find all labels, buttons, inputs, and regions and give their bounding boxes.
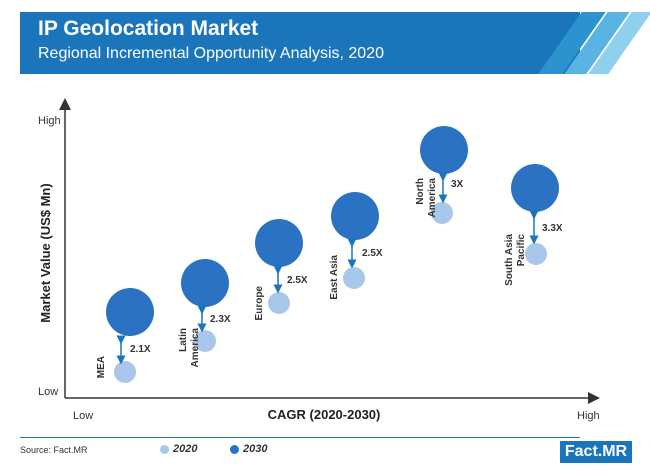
bubble-2030-mea bbox=[106, 288, 154, 336]
multiplier-label-south-asia-pacific: 3.3X bbox=[542, 223, 563, 234]
legend-swatch-2030 bbox=[230, 444, 239, 454]
source-note: Source: Fact.MR bbox=[20, 445, 88, 455]
bubble-2030-europe bbox=[255, 219, 303, 267]
x-tick-label-low: Low bbox=[73, 410, 93, 422]
legend-label-2030: 2030 bbox=[243, 443, 268, 455]
chart-subtitle: Regional Incremental Opportunity Analysi… bbox=[38, 45, 384, 62]
factmr-logo: Fact.MR bbox=[560, 441, 632, 463]
y-tick-label-high: High bbox=[38, 115, 61, 127]
y-axis-label: Market Value (US$ Mn) bbox=[38, 183, 53, 322]
bubble-2030-east-asia bbox=[331, 192, 379, 240]
chart-title: IP Geolocation Market bbox=[38, 17, 259, 40]
legend-item-2030: 2030 bbox=[230, 443, 267, 455]
bubble-2030-north-america bbox=[420, 126, 468, 174]
bubble-2030-south-asia-pacific bbox=[511, 164, 559, 212]
multiplier-label-north-america: 3X bbox=[451, 179, 464, 190]
x-axis-arrowhead bbox=[588, 392, 600, 404]
title-banner bbox=[20, 12, 580, 74]
bubble-2020-north-america bbox=[431, 202, 453, 224]
legend-item-2020: 2020 bbox=[160, 443, 197, 455]
bubble-2020-east-asia bbox=[343, 267, 365, 289]
multiplier-label-europe: 2.5X bbox=[287, 275, 308, 286]
region-label-europe: Europe bbox=[254, 286, 265, 321]
region-label-mea: MEA bbox=[96, 356, 107, 378]
bubble-2020-latin-america bbox=[194, 330, 216, 352]
region-label-east-asia: East Asia bbox=[329, 255, 340, 300]
multiplier-label-mea: 2.1X bbox=[130, 344, 151, 355]
legend-label-2020: 2020 bbox=[173, 443, 198, 455]
x-tick-label-high: High bbox=[577, 410, 600, 422]
region-label-south-asia-pacific: South AsiaPacific bbox=[504, 234, 527, 286]
legend-swatch-2020 bbox=[160, 444, 169, 454]
footer-divider bbox=[20, 437, 580, 438]
bubble-2030-latin-america bbox=[181, 259, 229, 307]
bubble-2020-mea bbox=[114, 361, 136, 383]
y-axis-arrowhead bbox=[59, 98, 71, 110]
multiplier-label-east-asia: 2.5X bbox=[362, 248, 383, 259]
y-tick-label-low: Low bbox=[38, 386, 58, 398]
x-axis-label: CAGR (2020-2030) bbox=[268, 407, 381, 422]
bubble-2020-europe bbox=[268, 292, 290, 314]
bubble-group: 2.1X MEA 2.3X LatinAmerica 2.5X Europe 2.5X Eas… bbox=[96, 126, 563, 383]
multiplier-label-latin-america: 2.3X bbox=[210, 314, 231, 325]
region-label-latin-america: LatinAmerica bbox=[178, 328, 201, 368]
region-label-north-america: NorthAmerica bbox=[415, 178, 438, 218]
bubble-2020-south-asia-pacific bbox=[525, 243, 547, 265]
